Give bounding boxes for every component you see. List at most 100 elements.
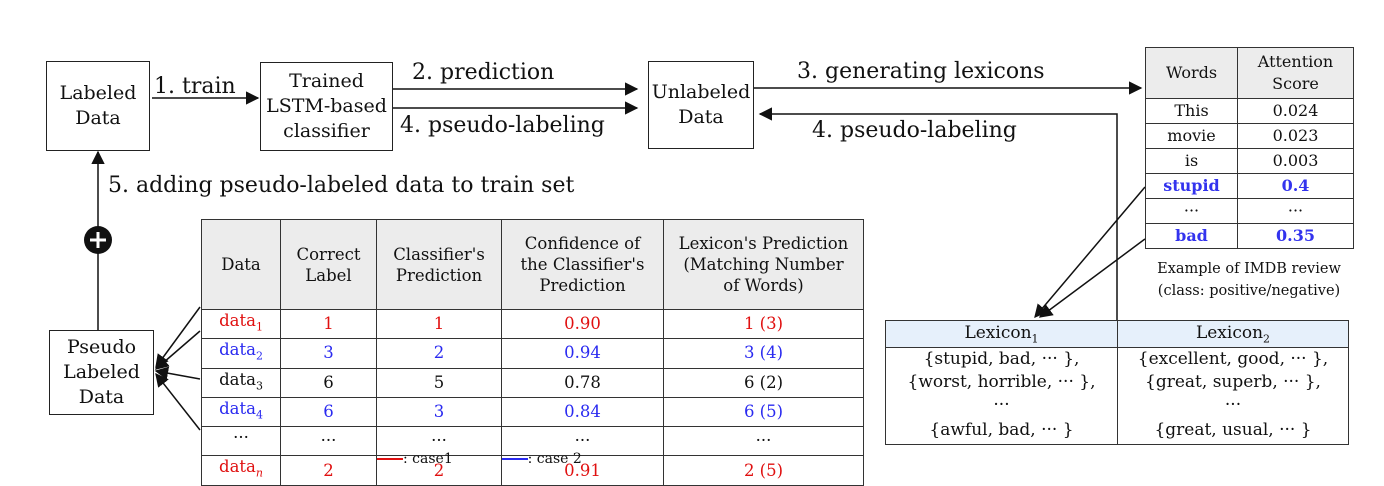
col-header-confidence: Confidence of the Classifier's Predictio… [501,219,664,310]
cell-classifier-prediction: 2 [376,455,502,486]
labeled-data-label: Labeled Data [59,82,137,129]
legend-case2-swatch [501,458,528,460]
cell-data-name: datan [201,455,281,486]
cell-correct-label: 2 [280,455,377,486]
legend-case1-swatch [377,458,403,460]
unlabeled-data-label: Unlabeled Data [651,81,751,128]
attention-row: bad 0.35 [1145,223,1354,249]
col-header-lexicon1: Lexicon1 [885,320,1118,348]
table-row: ··· ··· ··· ··· ··· [201,426,864,457]
cell-score: 0.024 [1237,98,1354,124]
cell-lexicon1: {worst, horrible, ··· }, [885,371,1118,394]
cell-correct-label: 1 [280,308,377,340]
cell-classifier-prediction: 1 [376,308,502,340]
pseudo-label-table: Data Correct Label Classifier's Predicti… [201,219,864,486]
cell-data-name: data1 [201,308,281,340]
unlabeled-data-node: Unlabeled Data [648,61,754,149]
col-header-classifier-prediction: Classifier's Prediction [376,219,502,310]
col-header-correct-label: Correct Label [280,219,377,310]
cell-classifier-prediction: 2 [376,338,502,369]
attention-header-row: Words Attention Score [1145,47,1354,99]
arrow-stupid-to-lexicon [1034,186,1146,319]
cell-word: movie [1145,123,1238,149]
edge-label-generating: 3. generating lexicons [797,59,1045,84]
lexicon-row: ··· ··· [885,394,1349,417]
col-header-lexicon2: Lexicon2 [1117,320,1349,348]
labeled-data-node: Labeled Data [46,61,150,151]
lexicon-table: Lexicon1 Lexicon2 {stupid, bad, ··· }, {e… [885,320,1349,445]
col-header-lexicon-prediction: Lexicon's Prediction (Matching Number of… [663,219,864,310]
attention-caption: Example of IMDB review (class: positive/… [1157,261,1341,299]
arrow-row2-to-pseudo [154,330,201,370]
attention-score-table: Words Attention Score This 0.024 movie 0.02… [1145,47,1354,249]
cell-score: 0.4 [1237,173,1354,199]
attention-row: movie 0.023 [1145,123,1354,149]
edge-label-adding: 5. adding pseudo-labeled data to train s… [108,173,575,198]
col-header-data: Data [201,219,281,310]
cell-lexicon-prediction: 1 (3) [663,308,864,340]
cell-word: This [1145,98,1238,124]
cell-lexicon2: {great, superb, ··· }, [1117,371,1349,394]
col-header-words: Words [1145,47,1238,99]
edge-label-train: 1. train [154,74,236,99]
pseudo-labeled-data-node: Pseudo Labeled Data [49,330,154,415]
edge-label-pseudo-labeling-b: 4. pseudo-labeling [812,118,1017,143]
cell-lexicon2: {excellent, good, ··· }, [1117,347,1349,371]
cell-correct-label: 6 [280,396,377,428]
cell-score: ··· [1237,198,1354,224]
cell-confidence: 0.84 [501,396,664,428]
arrow-row4-to-pseudo [154,366,201,380]
cell-confidence: ··· [501,426,664,457]
legend-case2-label: : case 2 [527,451,582,467]
cell-lexicon-prediction: 6 (2) [663,367,864,398]
attention-row: stupid 0.4 [1145,173,1354,199]
cell-classifier-prediction: 5 [376,367,502,398]
attention-row: This 0.024 [1145,98,1354,124]
legend-case1-label: : case1 [403,451,453,467]
cell-score: 0.023 [1237,123,1354,149]
cell-data-name: data3 [201,367,281,398]
table-row: data2 3 2 0.94 3 (4) [201,338,864,369]
attention-row: ··· ··· [1145,198,1354,224]
lexicon-row: {worst, horrible, ··· }, {great, superb, … [885,371,1349,394]
table-row: data3 6 5 0.78 6 (2) [201,367,864,398]
cell-correct-label: ··· [280,426,377,457]
cell-data-name: ··· [201,426,281,457]
cell-score: 0.35 [1237,223,1354,249]
cell-data-name: data2 [201,338,281,369]
cell-lexicon2: {great, usual, ··· } [1117,417,1349,445]
cell-lexicon1: ··· [885,394,1118,417]
cell-word: ··· [1145,198,1238,224]
cell-confidence: 0.78 [501,367,664,398]
cell-lexicon2: ··· [1117,394,1349,417]
legend: : case1 : case 2 [377,451,637,467]
lexicon-row: {awful, bad, ··· } {great, usual, ··· } [885,417,1349,445]
arrow-bad-to-lexicon [1038,238,1146,318]
lexicon-header-row: Lexicon1 Lexicon2 [885,320,1349,348]
trained-classifier-label: Trained LSTM-based classifier [266,70,387,142]
cell-lexicon-prediction: 2 (5) [663,455,864,486]
table-row: data1 1 1 0.90 1 (3) [201,308,864,340]
trained-classifier-node: Trained LSTM-based classifier [260,62,393,151]
cell-word: bad [1145,223,1238,249]
attention-row: is 0.003 [1145,148,1354,174]
cell-lexicon1: {awful, bad, ··· } [885,417,1118,445]
arrow-pseudo-labeling-b [758,107,1118,320]
cell-lexicon-prediction: 3 (4) [663,338,864,369]
cell-data-name: data4 [201,396,281,428]
cell-correct-label: 6 [280,367,377,398]
cell-confidence: 0.94 [501,338,664,369]
cell-classifier-prediction: 3 [376,396,502,428]
cell-confidence: 0.91 [501,455,664,486]
cell-lexicon-prediction: ··· [663,426,864,457]
table-header-row: Data Correct Label Classifier's Predicti… [201,219,864,310]
plus-circle-icon [84,226,112,254]
col-header-attention-score: Attention Score [1237,47,1354,99]
cell-word: stupid [1145,173,1238,199]
cell-lexicon1: {stupid, bad, ··· }, [885,347,1118,371]
edge-label-prediction: 2. prediction [412,60,555,85]
cell-classifier-prediction: ··· [376,426,502,457]
arrow-rown-to-pseudo [155,372,201,431]
cell-lexicon-prediction: 6 (5) [663,396,864,428]
cell-score: 0.003 [1237,148,1354,174]
